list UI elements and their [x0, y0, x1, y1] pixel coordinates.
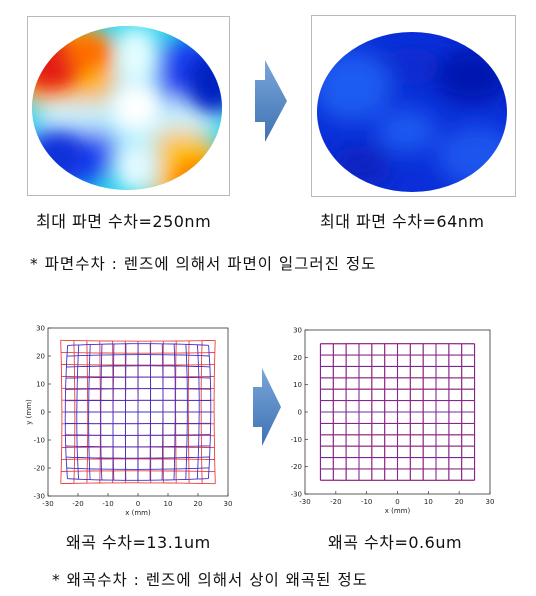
y-tick-label: 20	[293, 354, 302, 362]
y-tick-label: 10	[36, 381, 45, 389]
grid-line-horizontal	[66, 354, 210, 357]
y-tick-label: -10	[291, 436, 302, 444]
y-tick-label: 20	[36, 353, 45, 361]
x-tick-label: 0	[395, 498, 399, 506]
distortion-before-plot: -30-30 -20 -20 -10 -10 0 0 10 10 20 20 30 30 x (mm) y …	[25, 325, 233, 518]
x-tick-label: -30	[42, 500, 53, 508]
wavefront-after-caption: 최대 파면 수차=64nm	[320, 212, 485, 231]
grid-line-horizontal	[66, 365, 210, 368]
y-tick-label: 0	[298, 409, 302, 417]
x-tick-label: -20	[72, 500, 83, 508]
wavefront-before-caption: 최대 파면 수차=250nm	[36, 212, 212, 231]
grid-line-vertical	[213, 340, 216, 484]
y-tick-label: -20	[291, 463, 302, 471]
y-tick-label: -30	[291, 491, 302, 499]
y-tick-label: 30	[293, 327, 302, 335]
wavefront-after-frame	[311, 15, 516, 197]
distortion-after-caption: 왜곡 수차=0.6um	[328, 533, 463, 552]
wavefront-before-frame	[27, 16, 230, 196]
distortion-before-caption: 왜곡 수차=13.1um	[66, 533, 211, 552]
x-tick-label: -30	[299, 498, 310, 506]
y-tick-label: 0	[41, 409, 45, 417]
y-axis-label: y (mm)	[25, 399, 33, 425]
x-tick-label: -10	[102, 500, 113, 508]
y-tick-label: 30	[36, 325, 45, 333]
x-tick-label: 20	[455, 498, 464, 506]
x-tick-label: 30	[486, 498, 495, 506]
distortion-note: * 왜곡수차 : 렌즈에 의해서 상이 왜곡된 정도	[52, 571, 368, 589]
x-tick-label: 10	[424, 498, 433, 506]
y-tick-label: 10	[293, 381, 302, 389]
x-tick-label: 20	[194, 500, 203, 508]
distortion-arrow-icon	[253, 368, 281, 446]
wavefront-arrow-icon	[255, 60, 287, 142]
x-tick-label: -10	[361, 498, 372, 506]
x-tick-label: -20	[330, 498, 341, 506]
x-axis-label: x (mm)	[385, 507, 411, 515]
wavefront-before-map	[32, 26, 222, 190]
y-tick-label: -10	[34, 437, 45, 445]
grid-line-vertical	[149, 343, 152, 481]
wavefront-after-map	[317, 32, 507, 192]
x-axis-label: x (mm)	[125, 509, 151, 517]
wavefront-note: * 파면수차 : 렌즈에 의해서 파면이 일그러진 정도	[30, 255, 377, 273]
x-tick-label: 10	[164, 500, 173, 508]
x-tick-label: 0	[136, 500, 140, 508]
x-tick-label: 30	[224, 500, 233, 508]
grid-line-vertical	[196, 344, 200, 480]
y-tick-label: -20	[34, 465, 45, 473]
grid-line-horizontal	[67, 343, 209, 346]
y-tick-label: -30	[34, 493, 45, 501]
grid-line-horizontal	[60, 339, 216, 342]
grid-line-vertical	[207, 345, 212, 479]
